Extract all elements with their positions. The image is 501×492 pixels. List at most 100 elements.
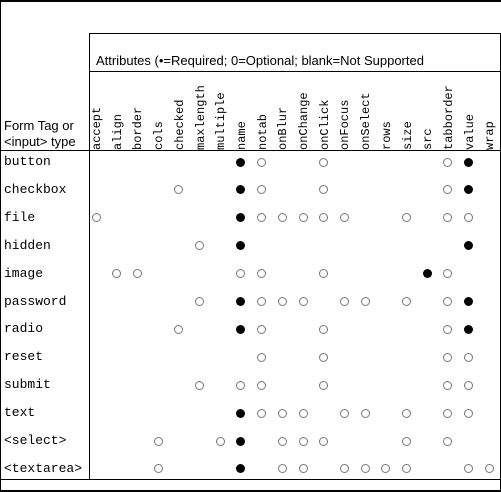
required-marker [236,464,246,474]
optional-marker [319,213,329,223]
optional-marker [339,408,349,418]
required-marker [464,157,474,167]
attr-header-label: value [462,113,477,150]
optional-marker [402,408,411,418]
optional-marker [443,324,453,334]
row-header-line-2: <input> type [4,134,76,149]
optional-marker [153,464,163,474]
optional-marker [257,297,267,306]
optional-marker [153,436,163,446]
optional-marker [402,436,411,446]
optional-marker [257,157,267,167]
attr-header-label: size [400,121,415,150]
optional-marker [443,352,453,362]
optional-marker [277,408,287,418]
required-marker [422,269,432,279]
optional-marker [132,269,142,279]
row-header-line-1: Form Tag or [4,118,74,133]
optional-marker [257,185,267,195]
optional-marker [339,464,349,474]
caption-rule [89,33,501,34]
required-marker [236,297,246,306]
optional-marker [257,352,267,362]
required-marker [236,408,246,418]
row-label: checkbox [4,181,67,197]
attr-header-label: src [421,128,436,150]
required-marker [236,241,246,251]
attr-header-label: onSelect [359,92,374,150]
optional-marker [443,185,453,195]
optional-marker [464,380,474,390]
row-label: reset [4,349,44,365]
attr-header-label: align [110,113,125,150]
column-divider [89,33,90,479]
attr-header-label: onBlur [276,106,291,150]
attr-header-checked: checked [173,96,193,150]
attr-header-label: checked [172,99,187,150]
optional-marker [319,185,329,195]
attr-header-border: border [131,96,151,150]
row-label: file [4,209,36,225]
attr-header-maxlength: maxlength [194,85,214,150]
optional-marker [464,352,474,362]
optional-marker [319,324,329,334]
optional-marker [319,436,329,446]
attr-header-value: value [463,96,483,150]
attr-header-size: size [401,96,421,150]
optional-marker [215,436,225,446]
optional-marker [443,157,453,167]
optional-marker [339,213,349,223]
row-label: button [4,154,51,169]
attr-header-label: tabborder [441,85,456,150]
optional-marker [298,297,308,306]
required-marker [236,213,246,223]
optional-marker [257,324,267,334]
optional-marker [360,297,370,306]
required-marker [464,185,474,195]
attr-header-wrap: wrap [483,96,501,150]
attr-header-onblur: onBlur [276,96,296,150]
attr-header-accept: accept [90,96,110,150]
subheader-rule [89,71,501,72]
optional-marker [298,436,308,446]
attr-header-notab: notab [256,96,276,150]
attr-header-label: notab [255,113,270,150]
optional-marker [195,241,204,251]
optional-marker [257,380,267,390]
attr-header-label: maxlength [193,85,208,150]
table-caption: Attributes (•=Required; 0=Optional; blan… [96,53,424,68]
top-rule [0,0,501,2]
attr-header-align: align [111,96,131,150]
optional-marker [443,380,453,390]
optional-marker [236,380,246,390]
optional-marker [257,269,267,279]
row-label: <textarea> [4,460,83,476]
optional-marker [319,352,329,362]
row-label: submit [4,377,51,393]
attr-header-rows: rows [380,96,400,150]
optional-marker [464,213,474,223]
optional-marker [319,157,329,167]
optional-marker [464,408,474,418]
attr-header-label: wrap [483,121,498,150]
optional-marker [443,269,453,279]
attr-header-label: onFocus [338,99,353,150]
required-marker [236,436,246,446]
optional-marker [195,380,204,390]
attr-header-multiple: multiple [214,92,234,150]
row-header: Form Tag or <input> type [4,118,76,150]
required-marker [464,324,474,334]
optional-marker [277,436,287,446]
attr-header-label: border [131,106,146,150]
attr-header-label: onClick [317,99,332,150]
optional-marker [443,436,453,446]
required-marker [464,297,474,306]
optional-marker [443,408,453,418]
optional-marker [319,380,329,390]
attr-header-src: src [421,96,441,150]
optional-marker [360,464,370,474]
optional-marker [277,213,287,223]
optional-marker [484,464,494,474]
header-rule [0,150,501,151]
